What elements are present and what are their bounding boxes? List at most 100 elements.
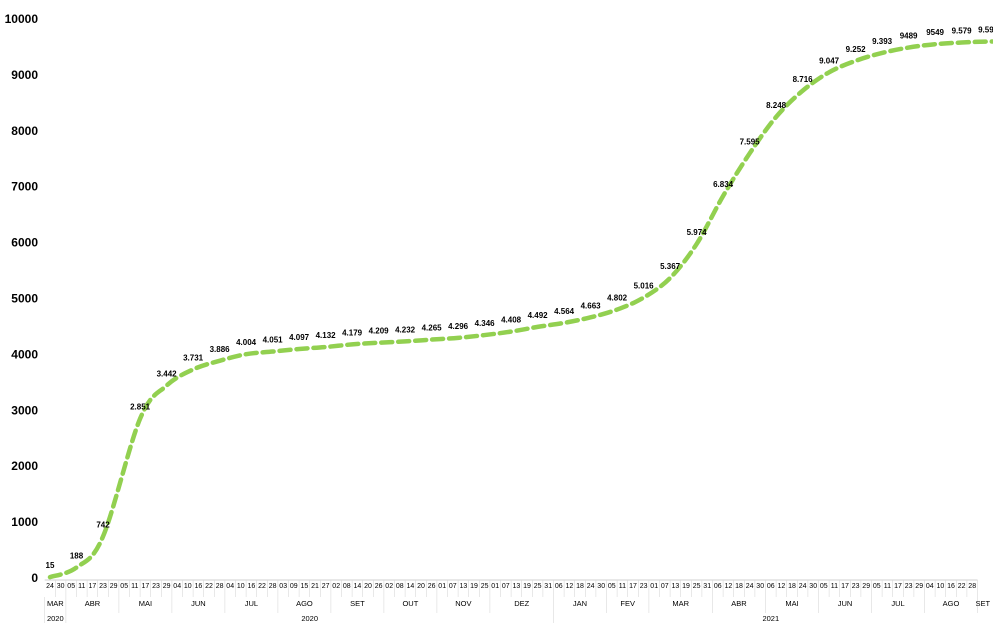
day-tick-label: 25 [534,583,542,590]
day-tick-label: 03 [279,583,287,590]
day-tick-label: 10 [184,583,192,590]
day-tick-label: 16 [947,583,955,590]
y-tick-label: 9000 [11,68,38,82]
day-tick-label: 21 [311,583,319,590]
day-tick-label: 22 [205,583,213,590]
day-tick-label: 05 [120,583,128,590]
day-tick-label: 25 [481,583,489,590]
year-label: 2020 [47,614,64,623]
day-tick-label: 13 [513,583,521,590]
day-tick-label: 01 [650,583,658,590]
data-label: 188 [70,551,84,560]
day-tick-label: 11 [131,583,138,590]
day-tick-label: 24 [746,583,754,590]
data-label: 5.974 [687,228,708,237]
day-tick-label: 13 [672,583,680,590]
y-tick-label: 7000 [11,180,38,194]
y-tick-label: 4000 [11,347,38,361]
y-tick-label: 8000 [11,124,38,138]
data-label: 4.663 [581,301,602,310]
day-tick-label: 08 [396,583,404,590]
day-tick-label: 01 [491,583,499,590]
data-label: 8.716 [793,75,814,84]
day-tick-label: 12 [778,583,786,590]
day-tick-label: 11 [619,583,626,590]
day-tick-label: 24 [46,583,54,590]
day-tick-label: 11 [78,583,85,590]
day-tick-label: 15 [301,583,309,590]
data-label: 4.346 [475,319,496,328]
data-label: 4.265 [422,324,443,333]
day-tick-label: 30 [756,583,764,590]
day-tick-label: 19 [682,583,690,590]
month-label: MAI [785,599,798,608]
data-label: 4.051 [263,336,284,345]
data-labels: 15 188 742 2.851 3.442 3.731 3.886 4.004 4.051 4.… [46,26,993,571]
day-tick-label: 30 [597,583,605,590]
day-tick-label: 07 [449,583,457,590]
day-tick-label: 14 [407,583,415,590]
month-label: FEV [620,599,635,608]
data-label: 3.442 [157,370,178,379]
day-tick-label: 05 [873,583,881,590]
data-label: 4.492 [528,311,549,320]
day-tick-label: 05 [820,583,828,590]
month-label: ABR [85,599,101,608]
day-tick-label: 17 [629,583,637,590]
day-tick-label: 12 [566,583,574,590]
day-tick-label: 20 [364,583,372,590]
day-tick-label: 30 [57,583,65,590]
day-tick-label: 20 [417,583,425,590]
day-tick-label: 11 [884,583,891,590]
day-tick-label: 24 [799,583,807,590]
day-tick-label: 02 [332,583,340,590]
month-label: SET [350,599,365,608]
month-label: AGO [296,599,313,608]
data-label: 4.004 [236,338,257,347]
day-tick-label: 07 [661,583,669,590]
data-label: 9549 [926,28,944,37]
day-tick-label: 19 [523,583,531,590]
data-label: 9.047 [819,56,840,65]
day-tick-label: 18 [788,583,796,590]
y-tick-label: 5000 [11,292,38,306]
day-tick-label: 23 [640,583,648,590]
y-tick-label: 6000 [11,236,38,250]
day-tick-label: 17 [841,583,849,590]
month-label: JUN [191,599,206,608]
month-label: MAI [139,599,152,608]
y-tick-label: 10000 [5,12,39,26]
data-label: 4.232 [395,325,416,334]
y-axis: 0 1000 2000 3000 4000 5000 6000 7000 8000 9000 100… [5,12,39,585]
day-tick-label: 25 [693,583,701,590]
series-line [47,39,993,580]
day-tick-label: 16 [195,583,203,590]
day-tick-label: 17 [89,583,97,590]
day-tick-label: 06 [555,583,563,590]
day-tick-label: 16 [248,583,256,590]
day-tick-label: 10 [237,583,245,590]
data-label: 9.579 [952,27,973,36]
day-tick-label: 23 [152,583,160,590]
day-tick-label: 17 [894,583,902,590]
data-label: 8.248 [766,101,787,110]
data-label: 9.252 [846,45,867,54]
day-tick-label: 07 [502,583,510,590]
day-tick-label: 04 [926,583,934,590]
day-tick-label: 23 [99,583,107,590]
day-tick-label: 29 [110,583,118,590]
y-tick-label: 0 [31,571,38,585]
day-tick-label: 23 [905,583,913,590]
day-tick-label: 24 [587,583,595,590]
day-tick-label: 27 [322,583,330,590]
data-label: 4.132 [316,331,337,340]
y-tick-label: 3000 [11,403,38,417]
day-tick-label: 09 [290,583,298,590]
month-label: JUL [891,599,904,608]
month-label: NOV [455,599,471,608]
month-label: MAR [672,599,689,608]
month-label: JUN [838,599,853,608]
day-tick-label: 04 [173,583,181,590]
year-label: 2021 [762,614,779,623]
